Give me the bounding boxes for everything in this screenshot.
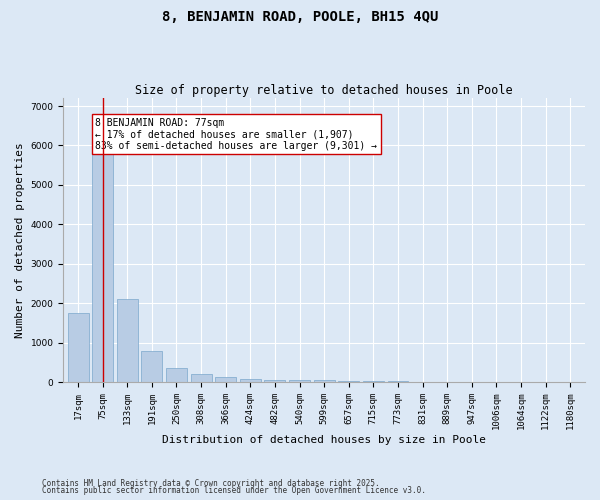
Bar (142, 350, 163, 382)
Bar (338, 380, 359, 382)
Bar (117, 300, 138, 382)
Bar (240, 379, 261, 382)
Text: 8, BENJAMIN ROAD, POOLE, BH15 4QU: 8, BENJAMIN ROAD, POOLE, BH15 4QU (162, 10, 438, 24)
Bar (215, 377, 236, 382)
Text: Contains HM Land Registry data © Crown copyright and database right 2025.: Contains HM Land Registry data © Crown c… (42, 478, 380, 488)
Y-axis label: Number of detached properties: Number of detached properties (15, 142, 25, 338)
Bar (314, 380, 335, 382)
X-axis label: Distribution of detached houses by size in Poole: Distribution of detached houses by size … (162, 435, 486, 445)
Bar (265, 380, 286, 382)
Bar (166, 368, 187, 382)
Title: Size of property relative to detached houses in Poole: Size of property relative to detached ho… (136, 84, 513, 97)
Bar (289, 380, 310, 382)
Bar (363, 381, 384, 382)
Bar (92, 144, 113, 382)
Bar (68, 313, 89, 382)
Text: Contains public sector information licensed under the Open Government Licence v3: Contains public sector information licen… (42, 486, 426, 495)
Bar (191, 374, 212, 382)
Text: 8 BENJAMIN ROAD: 77sqm
← 17% of detached houses are smaller (1,907)
83% of semi-: 8 BENJAMIN ROAD: 77sqm ← 17% of detached… (95, 118, 377, 151)
